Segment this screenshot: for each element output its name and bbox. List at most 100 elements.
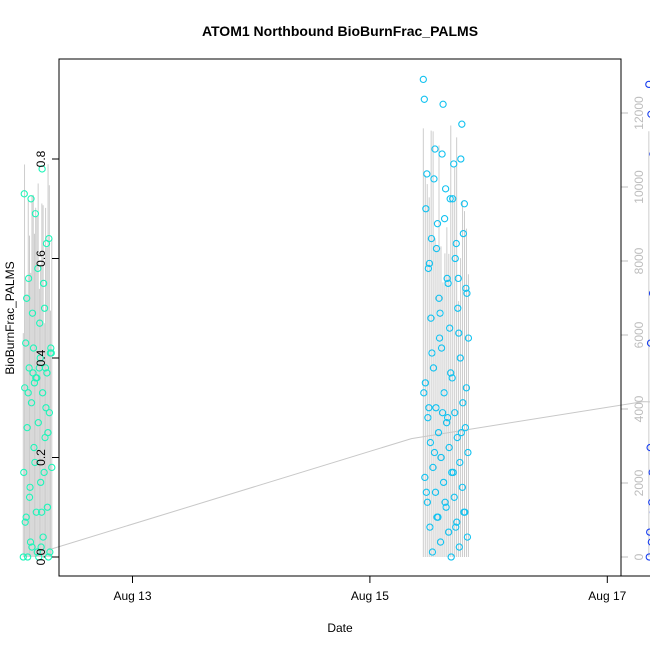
data-point (44, 553, 53, 561)
data-point (47, 344, 55, 352)
data-point (452, 523, 460, 531)
data-point (43, 503, 52, 511)
data-point (25, 364, 33, 372)
y-tick-label: 0.0 (34, 548, 48, 565)
data-point (45, 409, 54, 417)
data-point (438, 409, 447, 417)
data-point (435, 334, 444, 342)
data-point (422, 488, 431, 496)
data-point (433, 513, 441, 521)
data-point (21, 384, 29, 392)
data-point (443, 274, 451, 283)
data-point (422, 205, 430, 213)
data-point (447, 369, 455, 377)
data-point (39, 279, 48, 288)
y-axis-label: BioBurnFrac_PALMS (3, 261, 17, 374)
data-point (420, 389, 428, 397)
data-point (442, 419, 451, 427)
data-point (647, 110, 650, 118)
data-point (455, 329, 463, 337)
data-point (435, 294, 443, 302)
data-point (432, 244, 441, 253)
data-point (40, 468, 48, 477)
data-point (37, 478, 45, 487)
data-point (30, 443, 38, 452)
data-point (38, 165, 46, 173)
data-point (22, 513, 30, 521)
data-point (429, 364, 438, 372)
data-point (646, 339, 650, 347)
data-point (24, 274, 33, 283)
data-point (458, 120, 466, 128)
data-point (648, 469, 650, 476)
data-point (442, 503, 450, 511)
x-axis-label: Date (327, 621, 353, 635)
data-point (430, 448, 439, 457)
data-point (36, 354, 44, 362)
data-point (427, 234, 436, 243)
data-point (437, 344, 446, 352)
data-point (36, 319, 44, 327)
data-point (431, 145, 439, 153)
data-point (41, 364, 50, 372)
data-point (35, 553, 43, 561)
data-point (453, 518, 461, 526)
y-tick-label: 0.2 (34, 449, 48, 466)
chart-title: ATOM1 Northbound BioBurnFrac_PALMS (202, 23, 478, 39)
y2-tick-label: 12000 (632, 96, 646, 130)
data-point (458, 483, 466, 491)
data-point (645, 80, 650, 89)
y2-tick-label: 2000 (632, 469, 646, 496)
data-point (645, 553, 650, 561)
data-point (447, 553, 455, 561)
y2-tick-label: 0 (632, 553, 646, 560)
data-point (648, 499, 650, 506)
data-point (423, 170, 431, 178)
data-point (23, 553, 32, 561)
data-point (43, 369, 51, 377)
y-tick-label: 0.8 (34, 150, 48, 167)
data-point (48, 463, 56, 472)
data-point (34, 264, 42, 273)
data-point (441, 185, 450, 193)
data-point (463, 289, 471, 297)
data-point (437, 453, 445, 462)
data-point (461, 423, 470, 432)
data-point (28, 543, 36, 551)
x-tick-label: Aug 13 (113, 589, 151, 603)
points-layer (19, 75, 650, 561)
data-point (428, 349, 436, 357)
data-point (27, 195, 35, 203)
data-point (462, 384, 471, 392)
data-point (47, 349, 55, 357)
data-point (431, 488, 440, 496)
data-point (450, 160, 458, 168)
data-point (646, 443, 650, 452)
data-point (448, 374, 456, 382)
data-point (449, 468, 457, 477)
data-point (647, 538, 650, 546)
data-point (426, 438, 435, 447)
data-point (423, 498, 432, 506)
data-point (463, 533, 472, 541)
data-point (39, 533, 47, 541)
data-point (45, 234, 53, 243)
data-point (19, 553, 27, 561)
data-point (462, 284, 470, 292)
data-point (33, 548, 41, 556)
data-point (459, 229, 468, 238)
data-point (40, 304, 49, 312)
data-point (34, 419, 42, 427)
data-point (454, 304, 462, 312)
data-point (446, 324, 454, 332)
data-point (449, 195, 457, 203)
data-point (426, 523, 434, 531)
data-point (460, 200, 469, 208)
data-point (424, 264, 433, 273)
data-point (25, 493, 34, 501)
data-point (30, 379, 39, 387)
x-tick-label: Aug 17 (588, 589, 626, 603)
y-tick-label: 0.4 (34, 349, 48, 366)
data-point (421, 379, 429, 387)
